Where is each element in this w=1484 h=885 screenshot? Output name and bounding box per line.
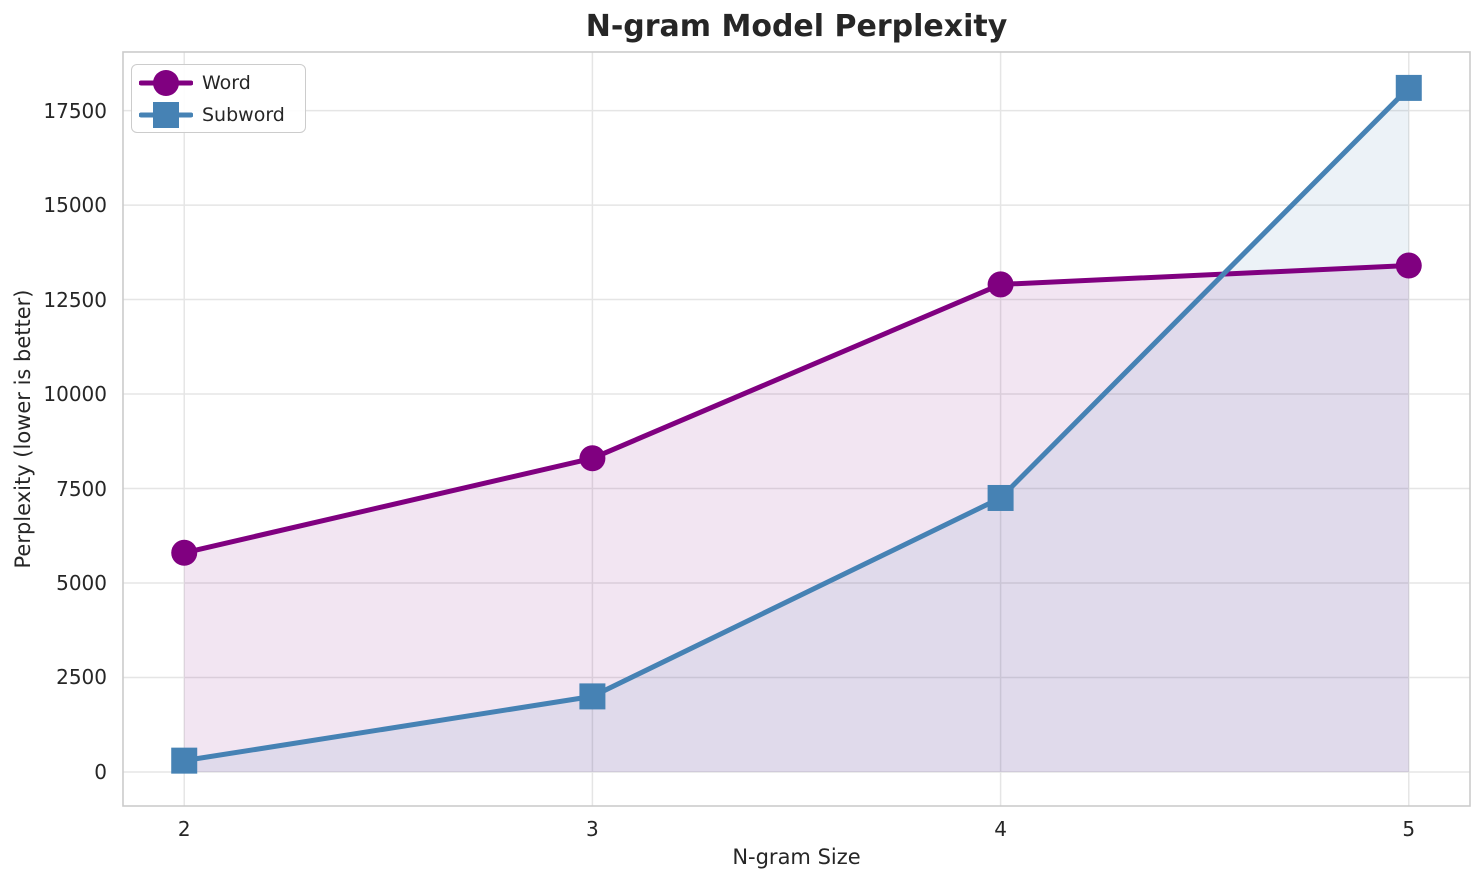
x-tick-label: 3 xyxy=(586,817,599,841)
legend-circle-marker-icon xyxy=(139,69,193,96)
legend-label: Word xyxy=(202,71,251,94)
series-subword-marker xyxy=(1395,74,1422,101)
y-tick-label: 12500 xyxy=(43,287,107,312)
legend-item-word: Word xyxy=(139,68,305,98)
legend-square-marker-icon xyxy=(139,101,193,128)
series-word-marker xyxy=(579,445,606,472)
series-word-marker xyxy=(1395,252,1422,279)
series-word-marker xyxy=(987,271,1014,298)
y-tick-label: 15000 xyxy=(43,193,107,218)
chart-title: N-gram Model Perplexity xyxy=(585,9,1008,44)
y-tick-label: 5000 xyxy=(56,571,107,595)
legend-item-subword: Subword xyxy=(139,100,305,130)
series-subword-fill xyxy=(184,87,1409,772)
y-tick-label: 17500 xyxy=(43,98,107,123)
legend-label: Subword xyxy=(202,103,285,126)
y-tick-label: 0 xyxy=(94,759,107,784)
plot-border xyxy=(122,51,1471,807)
y-axis-label: Perplexity (lower is better) xyxy=(11,289,35,569)
y-tick-label: 10000 xyxy=(43,382,107,407)
x-axis-label: N-gram Size xyxy=(732,845,861,869)
series-subword-marker xyxy=(579,683,606,710)
series-subword-marker xyxy=(987,484,1014,511)
x-tick-label: 4 xyxy=(994,817,1007,841)
legend: Word Subword xyxy=(131,64,306,133)
x-tick-label: 2 xyxy=(177,817,191,841)
series-word-line xyxy=(181,263,1412,556)
y-tick-label: 2500 xyxy=(56,665,107,690)
series-subword-line xyxy=(181,85,1412,764)
x-tick-label: 5 xyxy=(1402,817,1416,841)
series-word-marker xyxy=(171,539,198,566)
y-tick-label: 7500 xyxy=(56,476,107,501)
series-subword-marker xyxy=(171,747,198,774)
